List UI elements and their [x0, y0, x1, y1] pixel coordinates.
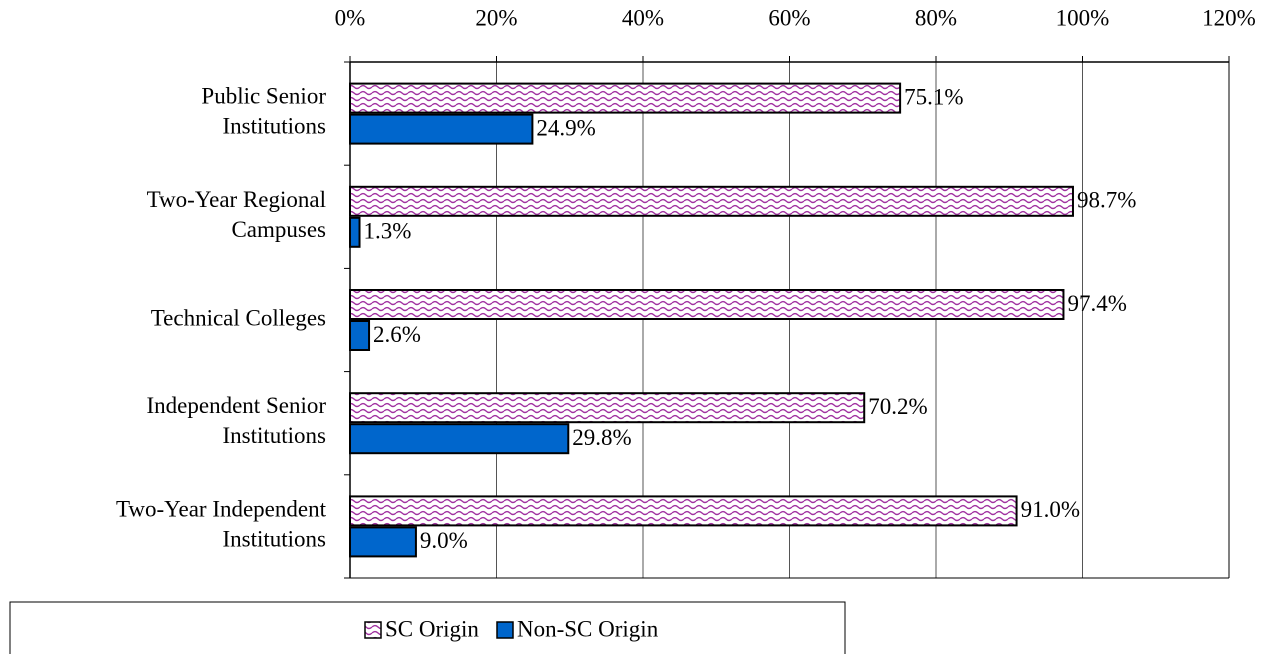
bar [349, 113, 534, 145]
x-tick-label: 80% [915, 5, 957, 30]
legend-label: SC Origin [385, 616, 479, 641]
data-label: 1.3% [364, 219, 412, 244]
data-label: 2.6% [373, 322, 421, 347]
data-label: 29.8% [572, 425, 631, 450]
x-tick-label: 20% [475, 5, 517, 30]
category-label: Two-Year Independent Institutions [116, 497, 327, 552]
bar [349, 526, 417, 558]
data-label: 91.0% [1021, 497, 1080, 522]
data-label: 98.7% [1077, 188, 1136, 213]
data-label: 75.1% [904, 84, 963, 109]
category-label: Technical Colleges [151, 305, 326, 330]
bar [349, 495, 1018, 527]
x-tick-label: 120% [1202, 5, 1256, 30]
category-label: Public Senior Institutions [201, 84, 326, 139]
bar [349, 185, 1074, 217]
bar [349, 289, 1065, 320]
x-tick-label: 40% [622, 5, 664, 30]
data-label: 97.4% [1067, 291, 1126, 316]
category-label: Two-Year Regional Campuses [147, 187, 326, 242]
data-label: 24.9% [536, 115, 595, 140]
x-tick-label: 60% [768, 5, 810, 30]
legend-swatch [364, 621, 382, 639]
category-label: Independent Senior Institutions [147, 393, 327, 448]
bar [349, 216, 361, 248]
bar [349, 423, 570, 455]
data-label: 9.0% [420, 528, 468, 553]
x-tick-label: 0% [335, 5, 366, 30]
legend-swatch [496, 621, 514, 639]
bar [349, 392, 866, 424]
legend [9, 601, 846, 654]
x-tick-label: 100% [1056, 5, 1110, 30]
legend-label: Non-SC Origin [517, 616, 659, 641]
bar [349, 82, 902, 114]
data-label: 70.2% [868, 394, 927, 419]
bar [349, 320, 371, 351]
